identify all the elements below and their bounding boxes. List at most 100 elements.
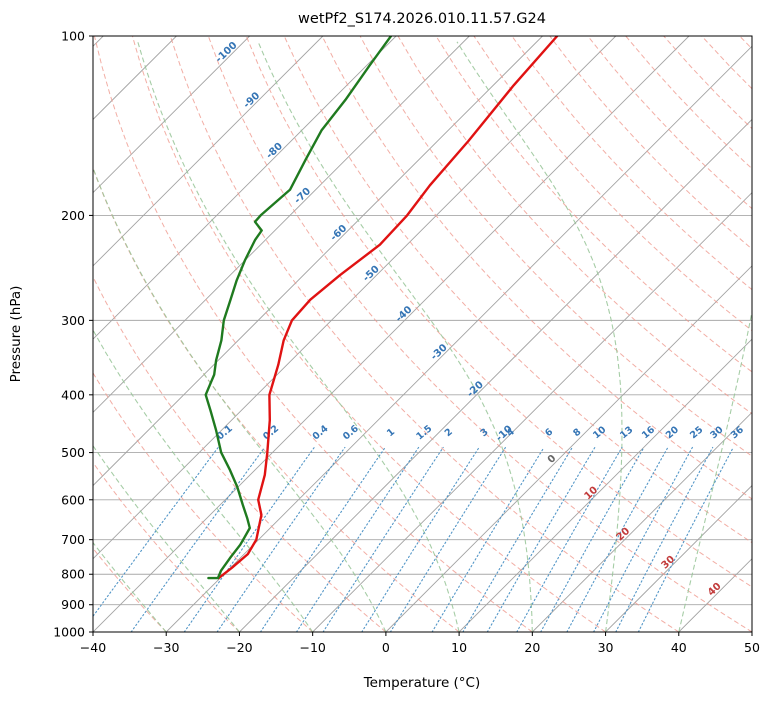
dry-adiabat-line xyxy=(435,36,752,373)
mixing-ratio-label: 8 xyxy=(571,426,583,439)
moist-adiabat-line xyxy=(456,41,623,632)
isotherm-line xyxy=(93,36,250,194)
dry-adiabat-line xyxy=(549,36,752,250)
isotherm-line xyxy=(93,36,543,487)
mixing-ratio-label: 36 xyxy=(729,424,746,441)
dry-adiabat-line xyxy=(739,36,752,50)
x-tick-label: 20 xyxy=(524,640,540,655)
isotherm-label: -40 xyxy=(394,304,415,324)
x-tick-label: −30 xyxy=(153,640,179,655)
x-tick-label: 40 xyxy=(671,640,687,655)
mixing-ratio-label: 0.2 xyxy=(261,423,281,442)
x-tick-label: −20 xyxy=(226,640,252,655)
mixing-ratio-line xyxy=(389,446,507,632)
mixing-ratio-line xyxy=(295,446,420,632)
mixing-ratio-line xyxy=(183,446,315,632)
dry-adiabat-line xyxy=(93,371,314,632)
reference-lines-layer xyxy=(93,36,752,632)
background-layer xyxy=(93,35,752,633)
mixing-ratio-label: 6 xyxy=(543,426,555,439)
isotherm-line xyxy=(605,484,752,632)
isotherm-line xyxy=(93,36,690,632)
dry-adiabat-line xyxy=(701,36,752,90)
y-tick-label: 700 xyxy=(61,532,85,547)
y-tick-label: 400 xyxy=(61,387,85,402)
isotherm-line xyxy=(385,265,752,632)
moist-adiabat-line xyxy=(257,41,533,632)
isotherm-label: -60 xyxy=(329,223,350,243)
dry-adiabat-line xyxy=(283,36,752,544)
dry-adiabat-line xyxy=(131,36,606,632)
y-tick-label: 100 xyxy=(61,29,85,44)
y-tick-label: 800 xyxy=(61,567,85,582)
dry-adiabat-line xyxy=(93,547,167,632)
isotherm-label: 40 xyxy=(706,581,724,599)
mixing-ratio-label: 1 xyxy=(385,426,397,439)
mixing-ratio-line xyxy=(431,446,545,632)
isotherm-line xyxy=(93,36,324,267)
mixing-ratio-line xyxy=(593,446,693,632)
mixing-ratio-line xyxy=(93,446,219,618)
x-tick-label: 10 xyxy=(451,640,467,655)
x-tick-label: −40 xyxy=(80,640,106,655)
mixing-ratio-label: 13 xyxy=(618,424,635,441)
dry-adiabat-line xyxy=(663,36,752,130)
mixing-ratio-line xyxy=(540,446,645,632)
moist-adiabat-line xyxy=(137,41,460,632)
isotherm-line xyxy=(165,45,752,632)
mixing-ratio-label: 16 xyxy=(640,424,657,441)
isotherm-label: 30 xyxy=(660,554,678,572)
moist-adiabat-line xyxy=(93,166,387,632)
isotherm-label: -100 xyxy=(214,40,240,65)
y-tick-label: 200 xyxy=(61,208,85,223)
mixing-ratio-line xyxy=(361,446,480,632)
mixing-ratio-line xyxy=(486,446,596,632)
moist-adiabat-line xyxy=(93,328,314,632)
y-tick-label: 900 xyxy=(61,597,85,612)
moist-adiabat-line xyxy=(678,309,752,632)
dry-adiabat-line xyxy=(93,461,240,632)
y-tick-label: 300 xyxy=(61,313,85,328)
temperature-profile xyxy=(217,36,559,580)
y-tick-label: 500 xyxy=(61,445,85,460)
isotherm-line xyxy=(93,36,397,340)
isotherm-label: -80 xyxy=(264,141,285,161)
mixing-ratio-line xyxy=(130,446,266,632)
x-axis-label: Temperature (°C) xyxy=(363,675,481,691)
isotherm-line xyxy=(312,192,752,632)
y-axis-label: Pressure (hPa) xyxy=(8,286,24,383)
mixing-ratio-label: 0.4 xyxy=(311,423,331,442)
isotherm-label: -30 xyxy=(429,342,450,362)
dry-adiabat-line xyxy=(169,36,680,632)
dry-adiabat-line xyxy=(511,36,752,291)
dry-adiabat-line xyxy=(359,36,752,457)
isotherm-label: -70 xyxy=(292,186,313,206)
x-tick-label: 50 xyxy=(744,640,760,655)
x-tick-label: 30 xyxy=(598,640,614,655)
dry-adiabat-line xyxy=(93,36,533,632)
isotherm-line xyxy=(239,118,752,632)
isotherm-line xyxy=(751,631,752,632)
mixing-ratio-line xyxy=(216,446,346,632)
chart-title: wetPf2_S174.2026.010.11.57.G24 xyxy=(298,11,546,27)
isotherm-line xyxy=(93,36,470,413)
plot-border xyxy=(92,35,753,633)
mixing-ratio-label: 2 xyxy=(443,426,455,439)
mixing-ratio-label: 3 xyxy=(478,426,490,439)
isotherm-line xyxy=(678,558,752,632)
sounding-profiles-layer xyxy=(204,36,559,580)
dry-adiabat-line xyxy=(93,166,460,632)
y-tick-label: 1000 xyxy=(53,625,85,640)
mixing-ratio-label: 10 xyxy=(591,424,608,441)
x-tick-label: 0 xyxy=(382,640,390,655)
y-tick-label: 600 xyxy=(61,492,85,507)
isotherm-label: -50 xyxy=(361,264,382,284)
dewpoint-profile xyxy=(204,36,393,580)
mixing-ratio-label: 20 xyxy=(664,424,681,441)
dry-adiabat-line xyxy=(245,36,752,588)
isotherm-label: -20 xyxy=(465,379,486,399)
mixing-ratio-line xyxy=(615,446,714,632)
